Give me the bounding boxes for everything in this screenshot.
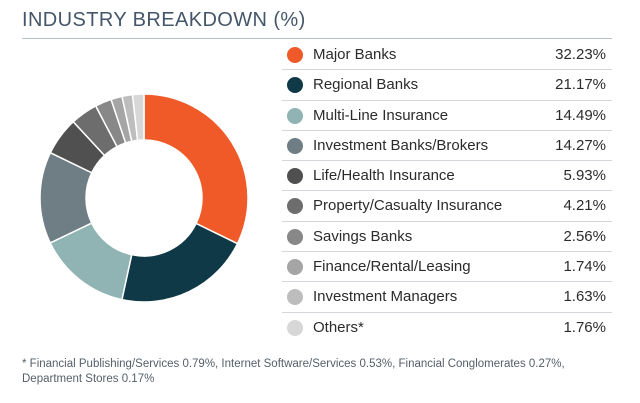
legend-item: Property/Casualty Insurance 4.21%: [282, 191, 612, 222]
legend-item: Life/Health Insurance 5.93%: [282, 161, 612, 192]
legend-item: Multi-Line Insurance 14.49%: [282, 101, 612, 131]
legend-value: 1.63%: [563, 288, 606, 306]
legend-swatch: [287, 47, 303, 63]
legend-value: 1.74%: [563, 258, 606, 276]
title-divider: [22, 38, 612, 39]
legend-label: Others*: [313, 318, 364, 336]
legend-label: Life/Health Insurance: [313, 167, 455, 185]
legend-value: 21.17%: [555, 76, 606, 94]
legend-value: 4.21%: [563, 197, 606, 215]
legend-label: Multi-Line Insurance: [313, 106, 449, 124]
legend-swatch: [287, 289, 303, 306]
legend-label: Investment Managers: [313, 288, 458, 306]
legend-swatch: [287, 319, 303, 336]
legend-value: 1.76%: [563, 318, 606, 336]
legend-value: 2.56%: [563, 227, 606, 245]
legend-item: Regional Banks 21.17%: [282, 70, 612, 101]
legend-label: Property/Casualty Insurance: [313, 197, 503, 215]
legend-value: 14.27%: [555, 136, 606, 154]
legend-swatch: [287, 259, 303, 276]
donut-slice: [131, 93, 145, 142]
legend-swatch: [287, 107, 303, 124]
legend-item: Finance/Rental/Leasing 1.74%: [282, 252, 612, 283]
legend-label: Finance/Rental/Leasing: [313, 258, 471, 276]
legend-item: Savings Banks 2.56%: [282, 222, 612, 253]
legend-swatch: [287, 77, 303, 94]
legend-label: Major Banks: [313, 46, 397, 63]
legend-item: Investment Banks/Brokers 14.27%: [282, 131, 612, 162]
chart-title: INDUSTRY BREAKDOWN (%): [22, 9, 306, 31]
legend-item: Major Banks 32.23%: [282, 40, 612, 71]
legend-value: 14.49%: [555, 106, 606, 124]
legend-swatch: [287, 137, 303, 154]
legend-label: Regional Banks: [313, 76, 419, 94]
legend-label: Savings Banks: [313, 227, 413, 245]
legend-label: Investment Banks/Brokers: [313, 136, 489, 154]
legend-value: 5.93%: [563, 167, 606, 185]
legend-swatch: [287, 168, 303, 185]
legend-item: Investment Managers 1.63%: [282, 282, 612, 313]
legend-swatch: [287, 228, 303, 245]
legend-item: Others* 1.76%: [282, 313, 612, 343]
legend: Major Banks 32.23% Regional Banks 21.17% Mul…: [282, 40, 612, 343]
footnote: * Financial Publishing/Services 0.79%, I…: [22, 358, 565, 385]
donut-slice: [121, 222, 239, 303]
legend-swatch: [287, 198, 303, 215]
donut-chart: [39, 93, 249, 303]
donut-slice: [143, 93, 249, 245]
legend-value: 32.23%: [555, 46, 606, 63]
